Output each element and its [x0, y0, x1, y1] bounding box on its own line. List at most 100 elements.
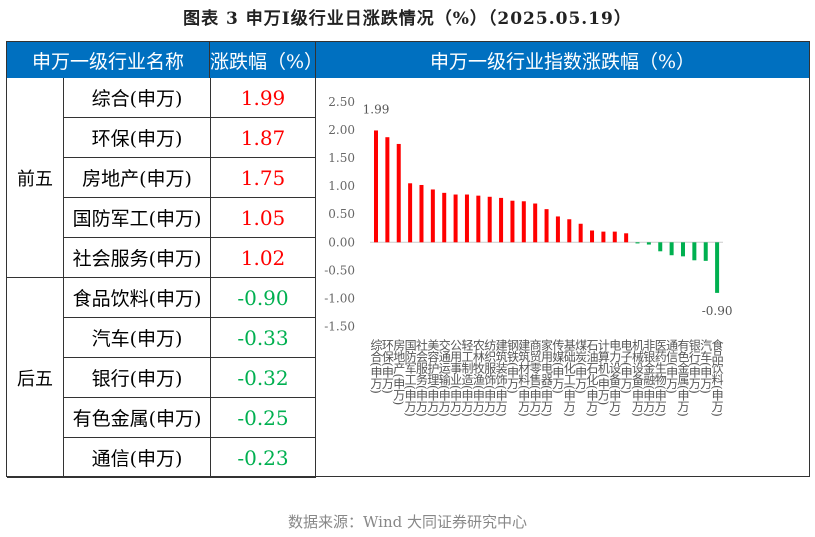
industry-name: 银行(申万)	[63, 358, 211, 397]
header-change: 涨跌幅（%）	[210, 42, 323, 78]
table-row: 银行(申万) -0.32	[63, 358, 316, 398]
group-label: 前五	[7, 78, 63, 278]
header-chart: 申万一级行业指数涨跌幅（%）	[316, 42, 809, 78]
bar	[680, 242, 685, 257]
x-tick-label: 汽车(申万)	[698, 339, 713, 394]
bar	[692, 242, 697, 261]
x-tick-label: 纺织服饰(申万)	[482, 339, 497, 417]
y-tick-label: 0.00	[328, 235, 355, 249]
x-tick-label: 煤炭(申万)	[573, 339, 588, 394]
x-tick-label: 社会服务(申万)	[414, 339, 429, 417]
table-row: 综合(申万) 1.99	[63, 78, 316, 118]
bar	[487, 196, 492, 243]
y-tick-label: 1.50	[328, 151, 355, 165]
bar	[510, 200, 515, 243]
x-tick-label: 电力设备(申万)	[607, 339, 622, 417]
min-data-label: -0.90	[702, 304, 733, 318]
table-row: 国防军工(申万) 1.05	[63, 198, 316, 238]
industry-name: 食品饮料(申万)	[63, 278, 211, 317]
industry-name: 有色金属(申万)	[63, 398, 211, 437]
x-tick-label: 农林牧渔(申万)	[471, 339, 486, 417]
bar	[442, 192, 447, 243]
industry-name: 环保(申万)	[63, 118, 211, 157]
change-value: -0.23	[211, 438, 316, 477]
x-tick-label: 电子(申万)	[619, 339, 634, 394]
bar	[555, 216, 560, 243]
table-row: 食品饮料(申万) -0.90	[63, 278, 316, 318]
change-value: -0.90	[211, 278, 316, 317]
bar	[453, 194, 458, 243]
group-label: 后五	[7, 278, 63, 478]
change-value: 1.02	[211, 238, 316, 277]
x-tick-label: 建筑装饰(申万)	[494, 339, 509, 417]
change-value: -0.25	[211, 398, 316, 437]
x-tick-label: 非银金融(申万)	[641, 339, 656, 417]
y-tick-label: 1.00	[328, 179, 355, 193]
bar	[430, 189, 435, 243]
bar	[396, 143, 401, 243]
bar	[521, 201, 526, 243]
industry-name: 汽车(申万)	[63, 318, 211, 357]
y-tick-label: -1.00	[324, 292, 355, 306]
table-row: 有色金属(申万) -0.25	[63, 398, 316, 438]
change-value: 1.99	[211, 78, 316, 117]
x-tick-label: 公用事业(申万)	[448, 339, 463, 417]
bar	[544, 209, 549, 243]
y-tick-label: -0.50	[324, 263, 355, 277]
bar	[567, 219, 572, 243]
table-row: 汽车(申万) -0.33	[63, 318, 316, 358]
x-tick-label: 轻工制造(申万)	[459, 339, 474, 417]
bar	[419, 184, 424, 243]
table-row: 社会服务(申万) 1.02	[63, 238, 316, 278]
bar	[658, 242, 663, 252]
x-tick-label: 家用电器(申万)	[539, 339, 554, 417]
x-tick-label: 基础化工(申万)	[562, 339, 577, 417]
y-tick-label: -1.50	[324, 320, 355, 334]
y-tick-label: 2.00	[328, 123, 355, 137]
x-tick-label: 交通运输(申万)	[437, 339, 452, 417]
bar	[533, 203, 538, 243]
x-tick-label: 计算机(申万)	[596, 339, 611, 405]
industry-table: 申万一级行业名称 涨跌幅（%） 申万一级行业指数涨跌幅（%） 前五 综合(申万) 1…	[6, 41, 810, 478]
x-tick-label: 国防军工(申万)	[403, 339, 418, 417]
x-tick-label: 钢铁(申万)	[505, 339, 520, 394]
x-tick-label: 医药生物(申万)	[653, 339, 668, 417]
table-row: 房地产(申万) 1.75	[63, 158, 316, 198]
bar	[590, 230, 595, 243]
x-tick-label: 石油石化(申万)	[585, 339, 600, 417]
x-tick-label: 有色金属(申万)	[675, 339, 690, 417]
x-tick-label: 银行(申万)	[687, 339, 702, 394]
x-tick-label: 建筑材料(申万)	[516, 339, 531, 417]
bar	[499, 197, 504, 243]
bar	[601, 231, 606, 243]
x-tick-label: 房地产(申万)	[391, 339, 406, 405]
bar	[669, 242, 674, 256]
bar	[464, 194, 469, 243]
industry-name: 综合(申万)	[63, 78, 211, 117]
x-tick-label: 美容护理(申万)	[425, 339, 440, 417]
change-value: 1.87	[211, 118, 316, 157]
bar	[612, 231, 617, 243]
x-tick-label: 通信(申万)	[664, 339, 679, 394]
bar	[703, 242, 708, 261]
industry-name: 社会服务(申万)	[63, 238, 211, 277]
bar	[476, 195, 481, 243]
header-industry-name: 申万一级行业名称	[7, 42, 210, 78]
change-value: -0.32	[211, 358, 316, 397]
x-tick-label: 食品饮料(申万)	[710, 339, 725, 417]
industry-name: 国防军工(申万)	[63, 198, 211, 237]
table-row: 环保(申万) 1.87	[63, 118, 316, 158]
bar	[385, 137, 390, 243]
bar	[578, 223, 583, 243]
x-tick-label: 环保(申万)	[380, 339, 395, 394]
max-data-label: 1.99	[363, 102, 390, 116]
x-tick-label: 机械设备(申万)	[630, 339, 645, 417]
change-value: 1.05	[211, 198, 316, 237]
x-tick-label: 综合(申万)	[369, 339, 383, 394]
change-value: 1.75	[211, 158, 316, 197]
industry-name: 通信(申万)	[63, 438, 211, 477]
bar	[408, 183, 413, 243]
bar	[646, 242, 651, 245]
bar	[374, 130, 378, 243]
